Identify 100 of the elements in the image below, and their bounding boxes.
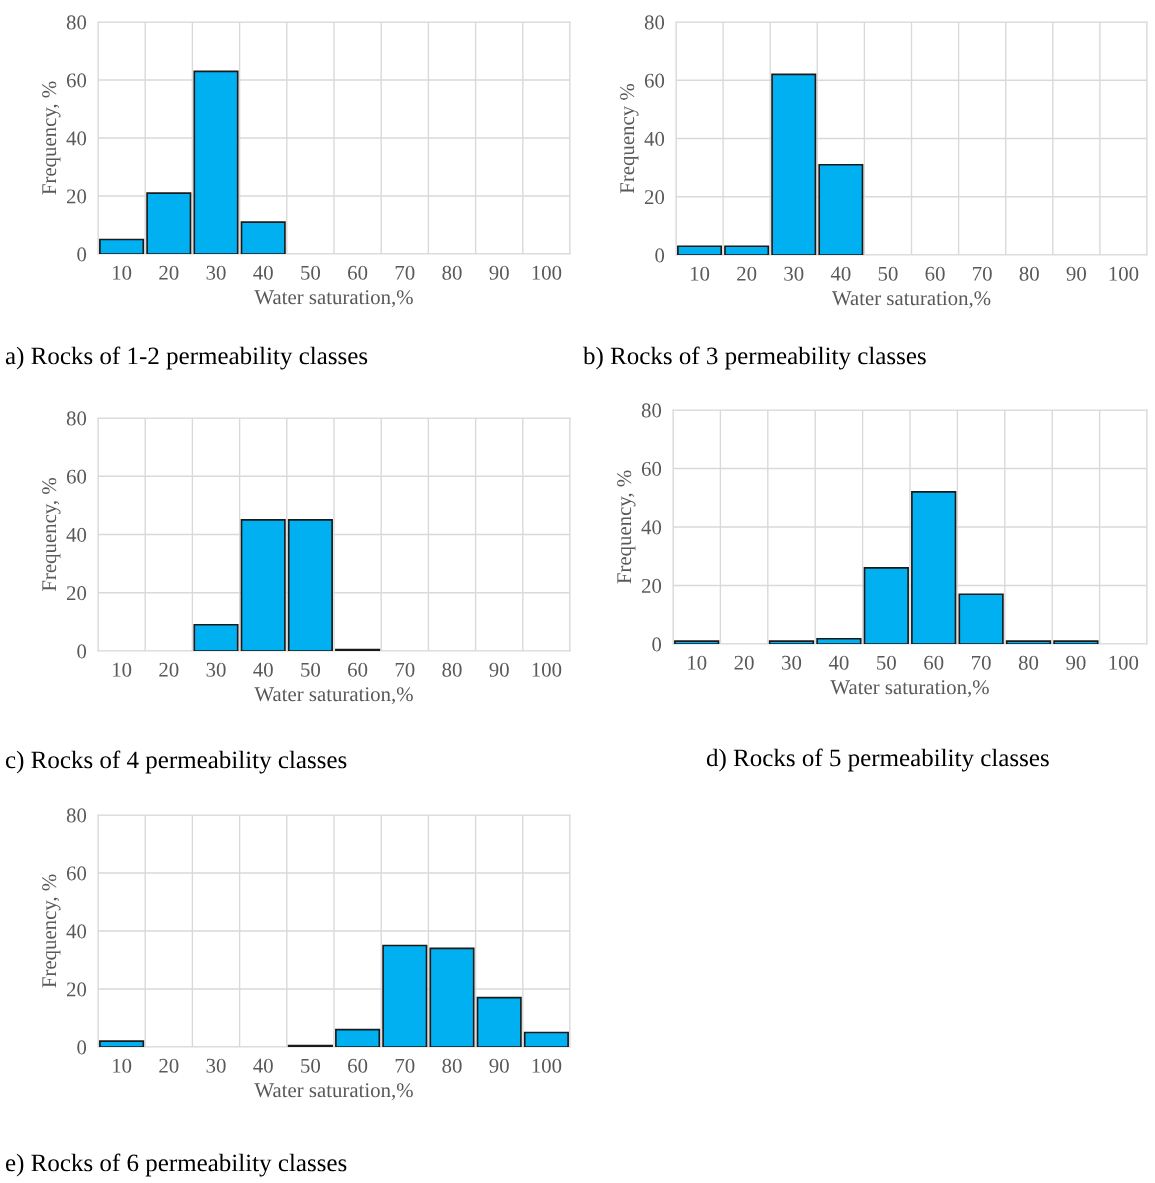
y-tick-label: 20 xyxy=(641,578,662,593)
x-tick-label: 10 xyxy=(688,655,707,670)
x-tick-label: 50 xyxy=(877,655,896,670)
x-axis-title: Water saturation,% xyxy=(254,290,413,308)
x-axis-title: Water saturation,% xyxy=(254,1083,413,1101)
bar xyxy=(240,221,286,254)
bar xyxy=(1053,640,1099,644)
x-tick-label: 40 xyxy=(253,1058,273,1073)
x-tick-label: 60 xyxy=(348,265,368,280)
bar xyxy=(958,593,1004,644)
x-tick-label: 70 xyxy=(395,265,415,280)
x-tick-label: 40 xyxy=(253,265,273,280)
x-tick-label: 30 xyxy=(784,266,804,281)
y-tick-label: 60 xyxy=(66,73,87,88)
x-tick-label: 100 xyxy=(1109,266,1139,281)
bar xyxy=(287,519,333,651)
x-axis-title: Water saturation,% xyxy=(254,687,413,705)
y-tick-label: 80 xyxy=(66,411,87,426)
x-tick-label: 60 xyxy=(348,1058,368,1073)
y-axis-title: Frequency % xyxy=(620,83,639,194)
bar xyxy=(335,1028,381,1047)
x-tick-label: 70 xyxy=(972,655,991,670)
bar xyxy=(523,1031,569,1047)
x-tick-label: 50 xyxy=(301,265,321,280)
bar xyxy=(818,163,864,255)
x-tick-label: 10 xyxy=(690,266,710,281)
x-tick-label: 50 xyxy=(301,662,321,677)
y-tick-label: 0 xyxy=(77,247,87,262)
x-tick-label: 90 xyxy=(1066,655,1086,670)
bar xyxy=(476,996,522,1047)
x-tick-label: 70 xyxy=(395,1058,415,1073)
bar xyxy=(99,1040,145,1047)
x-tick-label: 70 xyxy=(395,662,415,677)
x-tick-label: 60 xyxy=(348,662,368,677)
y-tick-label: 20 xyxy=(66,189,87,204)
y-tick-label: 80 xyxy=(644,15,665,30)
x-axis-title: Water saturation,% xyxy=(830,680,989,698)
y-axis-title: Frequency, % xyxy=(42,81,61,195)
bar xyxy=(1005,640,1052,644)
y-tick-label: 20 xyxy=(66,586,87,601)
bar xyxy=(240,519,286,651)
y-tick-label: 20 xyxy=(66,982,87,997)
y-tick-label: 60 xyxy=(66,866,87,881)
x-tick-label: 80 xyxy=(1019,266,1039,281)
x-tick-label: 20 xyxy=(159,265,179,280)
y-tick-label: 0 xyxy=(655,248,665,263)
text: e) Rocks of 6 permeability classes xyxy=(5,1153,347,1177)
bar xyxy=(816,637,862,644)
x-tick-label: 80 xyxy=(1018,655,1039,670)
x-tick-label: 90 xyxy=(489,662,509,677)
x-axis-title: Water saturation,% xyxy=(831,291,991,309)
x-tick-label: 80 xyxy=(442,265,462,280)
x-tick-label: 100 xyxy=(532,265,562,280)
bar xyxy=(193,623,239,651)
x-tick-label: 40 xyxy=(830,266,851,281)
y-tick-label: 40 xyxy=(641,520,662,535)
x-tick-label: 60 xyxy=(925,266,945,281)
y-axis-title: Frequency, % xyxy=(42,874,61,988)
x-tick-label: 40 xyxy=(253,662,273,677)
x-tick-label: 50 xyxy=(878,266,898,281)
x-tick-label: 90 xyxy=(489,1058,509,1073)
bar xyxy=(382,944,428,1047)
y-tick-label: 40 xyxy=(66,924,87,939)
bar xyxy=(99,238,145,254)
bar xyxy=(429,947,475,1047)
y-tick-label: 60 xyxy=(66,469,87,484)
x-tick-label: 10 xyxy=(113,662,132,677)
y-axis-title: Frequency, % xyxy=(42,478,61,592)
x-tick-label: 90 xyxy=(489,265,509,280)
x-tick-label: 100 xyxy=(1109,655,1139,670)
y-tick-label: 40 xyxy=(644,131,665,146)
y-tick-label: 60 xyxy=(641,461,662,476)
text: a) Rocks of 1-2 permeability classes xyxy=(5,346,368,370)
y-tick-label: 40 xyxy=(66,527,87,542)
x-tick-label: 30 xyxy=(782,655,802,670)
x-tick-label: 20 xyxy=(737,266,757,281)
x-tick-label: 100 xyxy=(532,1058,562,1073)
y-axis-title: Frequency, % xyxy=(617,470,636,584)
x-tick-label: 10 xyxy=(113,265,132,280)
x-tick-label: 90 xyxy=(1066,266,1086,281)
y-tick-label: 40 xyxy=(66,131,87,146)
bar xyxy=(911,491,957,644)
bar xyxy=(863,567,909,644)
x-tick-label: 20 xyxy=(159,662,179,677)
y-tick-label: 0 xyxy=(652,637,662,652)
x-tick-label: 30 xyxy=(206,1058,226,1073)
text: b) Rocks of 3 permeability classes xyxy=(583,346,926,370)
y-tick-label: 80 xyxy=(641,403,662,418)
bar xyxy=(768,640,815,644)
bar xyxy=(146,192,192,254)
x-tick-label: 20 xyxy=(159,1058,179,1073)
x-tick-label: 10 xyxy=(113,1058,132,1073)
y-tick-label: 0 xyxy=(77,644,87,659)
x-tick-label: 70 xyxy=(973,266,992,281)
x-tick-label: 80 xyxy=(442,1058,462,1073)
y-tick-label: 60 xyxy=(644,73,665,88)
x-tick-label: 30 xyxy=(206,662,226,677)
bar xyxy=(771,73,817,255)
bar xyxy=(724,245,770,255)
x-tick-label: 20 xyxy=(734,655,754,670)
